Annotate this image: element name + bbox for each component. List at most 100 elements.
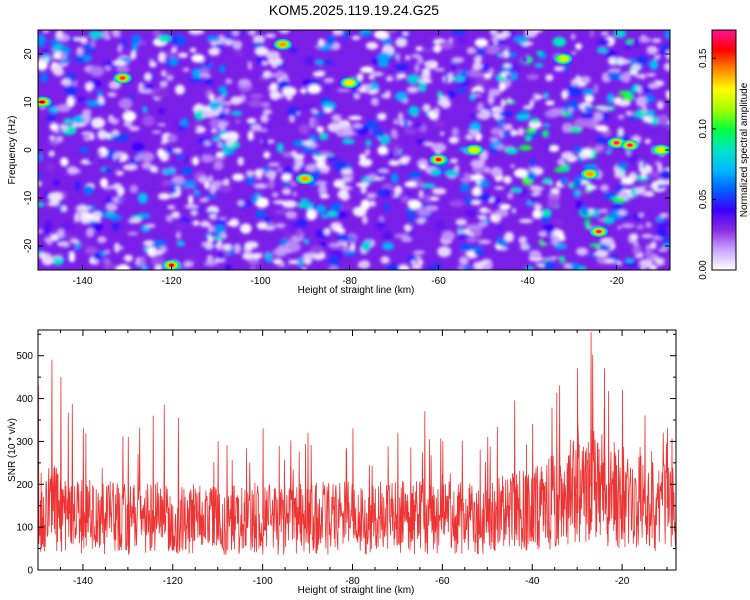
heat-blob [519, 145, 532, 151]
heat-blob [79, 36, 88, 44]
heat-blob [476, 48, 485, 57]
heat-blob [204, 78, 214, 85]
heat-blob [254, 47, 269, 56]
heatmap-hotspot [471, 148, 478, 152]
heat-blob [592, 111, 604, 122]
heat-blob [657, 114, 669, 125]
heat-void [52, 129, 61, 134]
heat-blob [457, 173, 465, 179]
heat-blob [583, 117, 593, 128]
heat-blob [83, 55, 92, 62]
heat-blob [38, 173, 43, 178]
heat-blob [526, 74, 539, 80]
y-tick-label: 100 [16, 523, 33, 534]
heat-void [237, 200, 244, 207]
heat-blob [421, 183, 436, 189]
heat-void [117, 44, 123, 53]
heat-blob [418, 81, 427, 93]
heat-void [182, 67, 190, 72]
heat-blob [430, 167, 441, 177]
heat-blob [270, 82, 278, 91]
heat-blob [171, 211, 181, 219]
heat-blob [604, 215, 611, 221]
heat-blob [324, 85, 331, 93]
heat-blob [497, 38, 507, 45]
heat-blob [620, 176, 635, 185]
heat-blob [260, 114, 269, 124]
heat-blob [469, 93, 476, 101]
heat-void [472, 61, 483, 71]
heat-blob [271, 58, 278, 69]
heat-blob [497, 44, 508, 53]
heat-blob [638, 212, 645, 217]
heat-void [520, 243, 529, 251]
x-tick-label: -60 [431, 276, 446, 287]
heat-blob [255, 210, 266, 219]
heat-blob [465, 210, 478, 217]
heat-void [433, 107, 440, 116]
heat-blob [602, 146, 611, 152]
heat-blob [567, 113, 574, 119]
heat-blob [337, 234, 349, 242]
heat-void [80, 216, 90, 225]
snr-x-ticks: -140 -120 -100 -80 -60 -40 -20 [37, 330, 668, 587]
heat-blob [458, 36, 467, 43]
heat-void [395, 53, 401, 62]
heatmap-hotspot [346, 81, 353, 85]
heat-blob [218, 34, 225, 45]
heat-void [222, 243, 233, 251]
heat-blob [88, 30, 104, 40]
heat-void [406, 86, 419, 94]
heat-blob [276, 245, 288, 257]
heat-blob [404, 208, 418, 214]
heat-void [111, 129, 120, 136]
heat-blob [49, 140, 60, 146]
heat-blob [298, 202, 306, 209]
heat-blob [83, 184, 95, 195]
heat-blob [387, 30, 397, 33]
heat-void [83, 136, 92, 141]
heat-blob [585, 185, 598, 190]
heat-void [506, 97, 512, 103]
heat-blob [424, 194, 432, 203]
heat-blob [131, 34, 142, 45]
heat-blob [576, 247, 589, 256]
heat-blob [243, 54, 250, 63]
heat-blob [618, 127, 624, 137]
heat-blob [446, 90, 457, 99]
heat-blob [584, 95, 594, 101]
heat-void [479, 260, 490, 264]
heat-void [501, 71, 511, 76]
heat-blob [134, 155, 141, 162]
heat-void [51, 255, 64, 259]
heat-void [167, 194, 178, 198]
heat-void [401, 236, 413, 243]
heat-blob [639, 86, 654, 92]
heat-blob [383, 202, 390, 212]
heat-blob [166, 133, 178, 143]
heat-void [471, 200, 482, 206]
heat-blob [524, 266, 534, 270]
heatmap-hotspot [119, 76, 126, 80]
heat-blob [640, 262, 646, 270]
heat-blob [549, 145, 560, 152]
heat-void [493, 37, 498, 46]
heat-blob [465, 224, 481, 231]
heat-blob [282, 200, 297, 209]
heat-blob [333, 179, 345, 189]
heat-blob [152, 30, 161, 38]
heat-void [105, 203, 118, 212]
heat-blob [455, 128, 470, 137]
heat-blob [96, 90, 103, 97]
heat-blob [486, 148, 500, 153]
heat-blob [377, 52, 391, 62]
heat-blob [48, 105, 60, 114]
heat-blob [211, 235, 225, 241]
heat-blob [370, 81, 379, 91]
heat-blob [664, 30, 670, 40]
heat-blob [57, 241, 70, 247]
heat-blob [431, 187, 447, 195]
heat-blob [311, 170, 321, 179]
heat-blob [580, 206, 590, 217]
